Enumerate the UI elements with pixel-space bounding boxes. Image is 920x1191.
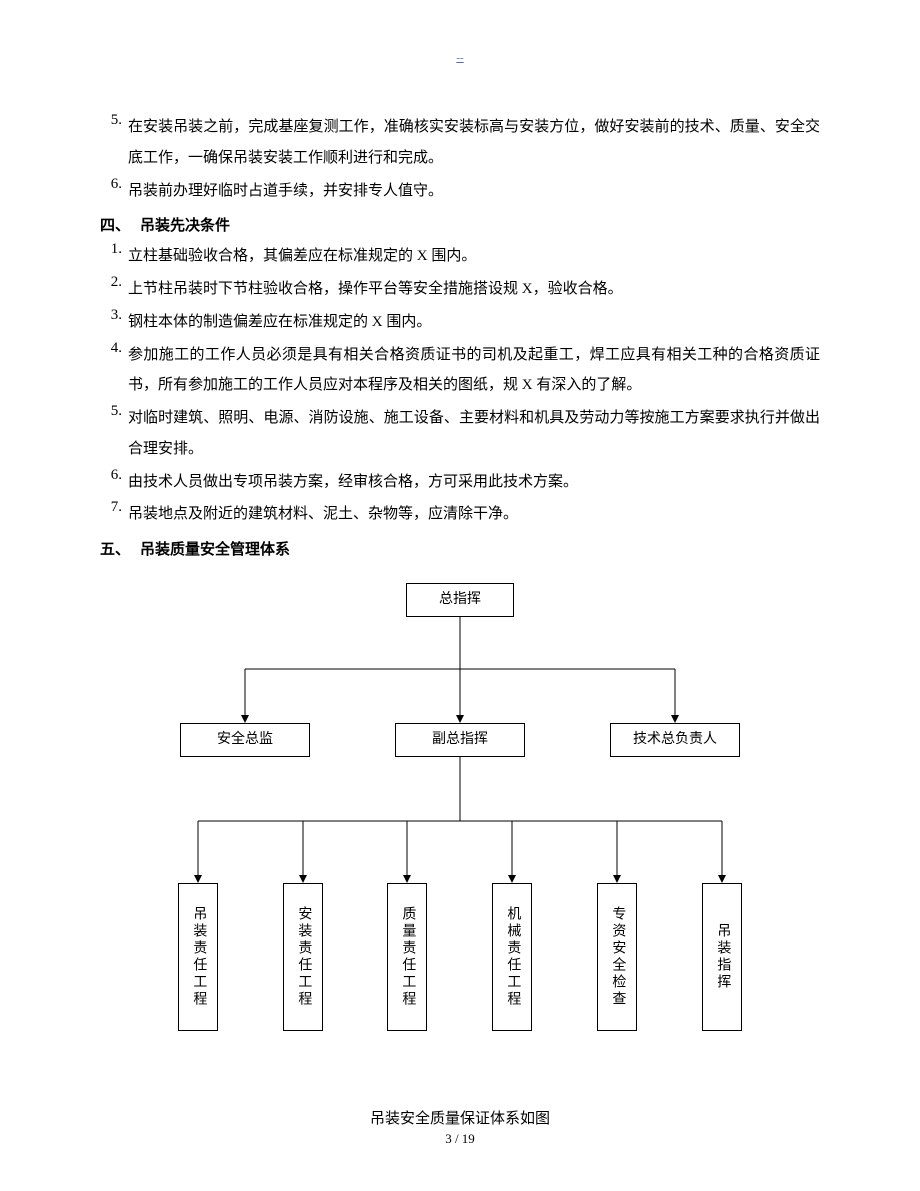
org-node-leaf-1: 安装责任工程 — [283, 883, 323, 1031]
list-item-text: 参加施工的工作人员必须是具有相关合格资质证书的司机及起重工，焊工应具有相关工种的… — [128, 340, 820, 402]
list-item-text: 在安装吊装之前，完成基座复测工作，准确核实安装标高与安装方位，做好安装前的技术、… — [128, 112, 820, 174]
heading-5: 五、吊装质量安全管理体系 — [100, 538, 820, 559]
list-item-num: 7. — [100, 499, 128, 530]
org-node-mid-2: 技术总负责人 — [610, 723, 740, 757]
org-node-leaf-3: 机械责任工程 — [492, 883, 532, 1031]
list-item-num: 3. — [100, 307, 128, 338]
list-item-num: 6. — [100, 467, 128, 498]
list-item: 4.参加施工的工作人员必须是具有相关合格资质证书的司机及起重工，焊工应具有相关工… — [100, 340, 820, 402]
org-chart-connectors — [140, 583, 780, 1093]
list-item-num: 5. — [100, 403, 128, 465]
list-item-text: 上节柱吊装时下节柱验收合格，操作平台等安全措施搭设规 X，验收合格。 — [128, 274, 820, 305]
list-item: 6.由技术人员做出专项吊装方案，经审核合格，方可采用此技术方案。 — [100, 467, 820, 498]
list-item-num: 2. — [100, 274, 128, 305]
list-item: 2.上节柱吊装时下节柱验收合格，操作平台等安全措施搭设规 X，验收合格。 — [100, 274, 820, 305]
heading-5-num: 五、 — [100, 541, 130, 558]
org-node-leaf-0: 吊装责任工程 — [178, 883, 218, 1031]
list-item-text: 钢柱本体的制造偏差应在标准规定的 X 围内。 — [128, 307, 820, 338]
list-item: 3.钢柱本体的制造偏差应在标准规定的 X 围内。 — [100, 307, 820, 338]
list-item-num: 4. — [100, 340, 128, 402]
list-a: 5.在安装吊装之前，完成基座复测工作，准确核实安装标高与安装方位，做好安装前的技… — [100, 112, 820, 206]
list-item: 5.在安装吊装之前，完成基座复测工作，准确核实安装标高与安装方位，做好安装前的技… — [100, 112, 820, 174]
heading-4-title: 吊装先决条件 — [140, 217, 230, 234]
list-item-text: 由技术人员做出专项吊装方案，经审核合格，方可采用此技术方案。 — [128, 467, 820, 498]
org-chart-caption: 吊装安全质量保证体系如图 — [100, 1107, 820, 1128]
list-item: 6.吊装前办理好临时占道手续，并安排专人值守。 — [100, 176, 820, 207]
list-item-num: 6. — [100, 176, 128, 207]
list-item-text: 对临时建筑、照明、电源、消防设施、施工设备、主要材料和机具及劳动力等按施工方案要… — [128, 403, 820, 465]
list-item-text: 立柱基础验收合格，其偏差应在标准规定的 X 围内。 — [128, 241, 820, 272]
list-item-text: 吊装地点及附近的建筑材料、泥土、杂物等，应清除干净。 — [128, 499, 820, 530]
list-b: 1.立柱基础验收合格，其偏差应在标准规定的 X 围内。2.上节柱吊装时下节柱验收… — [100, 241, 820, 530]
list-item: 1.立柱基础验收合格，其偏差应在标准规定的 X 围内。 — [100, 241, 820, 272]
list-item-num: 5. — [100, 112, 128, 174]
org-node-mid-1: 副总指挥 — [395, 723, 525, 757]
org-node-mid-0: 安全总监 — [180, 723, 310, 757]
header-mark: -- — [100, 52, 820, 64]
page-number: 3 / 19 — [0, 1131, 920, 1147]
org-node-leaf-2: 质量责任工程 — [387, 883, 427, 1031]
list-item: 5.对临时建筑、照明、电源、消防设施、施工设备、主要材料和机具及劳动力等按施工方… — [100, 403, 820, 465]
org-node-top: 总指挥 — [406, 583, 514, 617]
heading-4-num: 四、 — [100, 217, 130, 234]
org-chart: 总指挥安全总监 副总指挥 技术总负责人吊装责任工程 安装责任工程 质量责任工程 机械责任工… — [140, 583, 780, 1093]
list-item: 7.吊装地点及附近的建筑材料、泥土、杂物等，应清除干净。 — [100, 499, 820, 530]
org-node-leaf-4: 专资安全检查 — [597, 883, 637, 1031]
list-item-num: 1. — [100, 241, 128, 272]
list-item-text: 吊装前办理好临时占道手续，并安排专人值守。 — [128, 176, 820, 207]
heading-4: 四、吊装先决条件 — [100, 214, 820, 235]
heading-5-title: 吊装质量安全管理体系 — [140, 541, 290, 558]
org-node-leaf-5: 吊装指挥 — [702, 883, 742, 1031]
